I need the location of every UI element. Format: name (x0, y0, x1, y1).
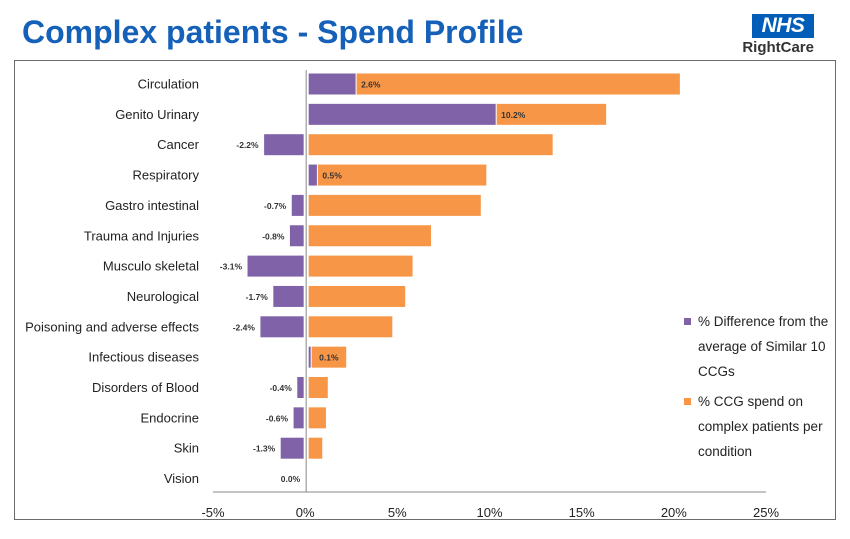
difference-bar (292, 406, 305, 430)
difference-bar (288, 224, 305, 248)
x-tick-label: 25% (753, 505, 779, 520)
difference-data-label: -0.8% (262, 231, 285, 241)
difference-data-label: 0.1% (319, 353, 339, 363)
difference-bar (307, 345, 312, 369)
difference-bar (296, 376, 305, 399)
legend-label-spend: % CCG spend on complex patients per cond… (698, 394, 823, 459)
difference-data-label: -0.6% (266, 413, 289, 423)
spend-bar (307, 315, 394, 339)
difference-data-label: 0.0% (281, 474, 301, 484)
spend-bar (307, 193, 482, 217)
difference-data-label: -1.7% (246, 292, 269, 302)
spend-bar (307, 376, 329, 399)
nhs-logo-box: NHS (752, 14, 814, 38)
difference-bar (272, 284, 305, 308)
chart-frame (14, 60, 836, 520)
difference-bar (307, 102, 497, 126)
difference-bar (246, 254, 305, 278)
category-label: Trauma and Injuries (84, 228, 200, 243)
legend-item-spend: % CCG spend on complex patients per cond… (684, 389, 834, 464)
category-label: Neurological (127, 289, 199, 304)
x-tick-label: 20% (661, 505, 687, 520)
category-label: Genito Urinary (115, 107, 199, 122)
category-label: Skin (174, 441, 199, 456)
nhs-rightcare-logo: NHS RightCare (730, 14, 820, 64)
difference-data-label: 0.5% (322, 171, 342, 181)
difference-data-label: -1.3% (253, 444, 276, 454)
category-label: Vision (164, 471, 199, 486)
difference-bar (263, 133, 305, 157)
spend-bar (307, 224, 433, 248)
difference-data-label: 2.6% (361, 80, 381, 90)
difference-data-label: 10.2% (501, 110, 526, 120)
difference-data-label: -2.2% (236, 140, 259, 150)
x-tick-label: 0% (296, 505, 315, 520)
category-label: Cancer (157, 137, 200, 152)
difference-bar (307, 72, 357, 96)
category-label: Infectious diseases (88, 350, 199, 365)
x-tick-label: 5% (388, 505, 407, 520)
rightcare-label: RightCare (742, 39, 814, 56)
difference-bar (290, 193, 305, 217)
difference-data-label: -2.4% (233, 322, 256, 332)
spend-bar (307, 133, 554, 157)
legend-swatch-spend (684, 398, 691, 405)
difference-bar (259, 315, 305, 339)
spend-bar (307, 406, 327, 430)
difference-data-label: -3.1% (220, 262, 243, 272)
category-label: Circulation (138, 77, 199, 92)
x-tick-label: 15% (569, 505, 595, 520)
x-tick-label: -5% (201, 505, 225, 520)
difference-bar (279, 436, 305, 460)
spend-bar (307, 284, 407, 308)
spend-bar (307, 436, 324, 460)
category-label: Gastro intestinal (105, 198, 199, 213)
spend-bar (307, 254, 414, 278)
x-tick-label: 10% (476, 505, 502, 520)
difference-data-label: -0.4% (270, 383, 293, 393)
category-label: Poisoning and adverse effects (25, 319, 199, 334)
category-label: Endocrine (140, 410, 199, 425)
difference-bar (307, 163, 318, 187)
legend-label-difference: % Difference from the average of Similar… (698, 314, 829, 379)
legend-item-difference: % Difference from the average of Similar… (684, 309, 834, 384)
page-title: Complex patients - Spend Profile (22, 14, 524, 50)
legend-swatch-difference (684, 318, 691, 325)
category-label: Musculo skeletal (103, 259, 199, 274)
difference-data-label: -0.7% (264, 201, 287, 211)
category-label: Respiratory (133, 168, 200, 183)
category-label: Disorders of Blood (92, 380, 199, 395)
